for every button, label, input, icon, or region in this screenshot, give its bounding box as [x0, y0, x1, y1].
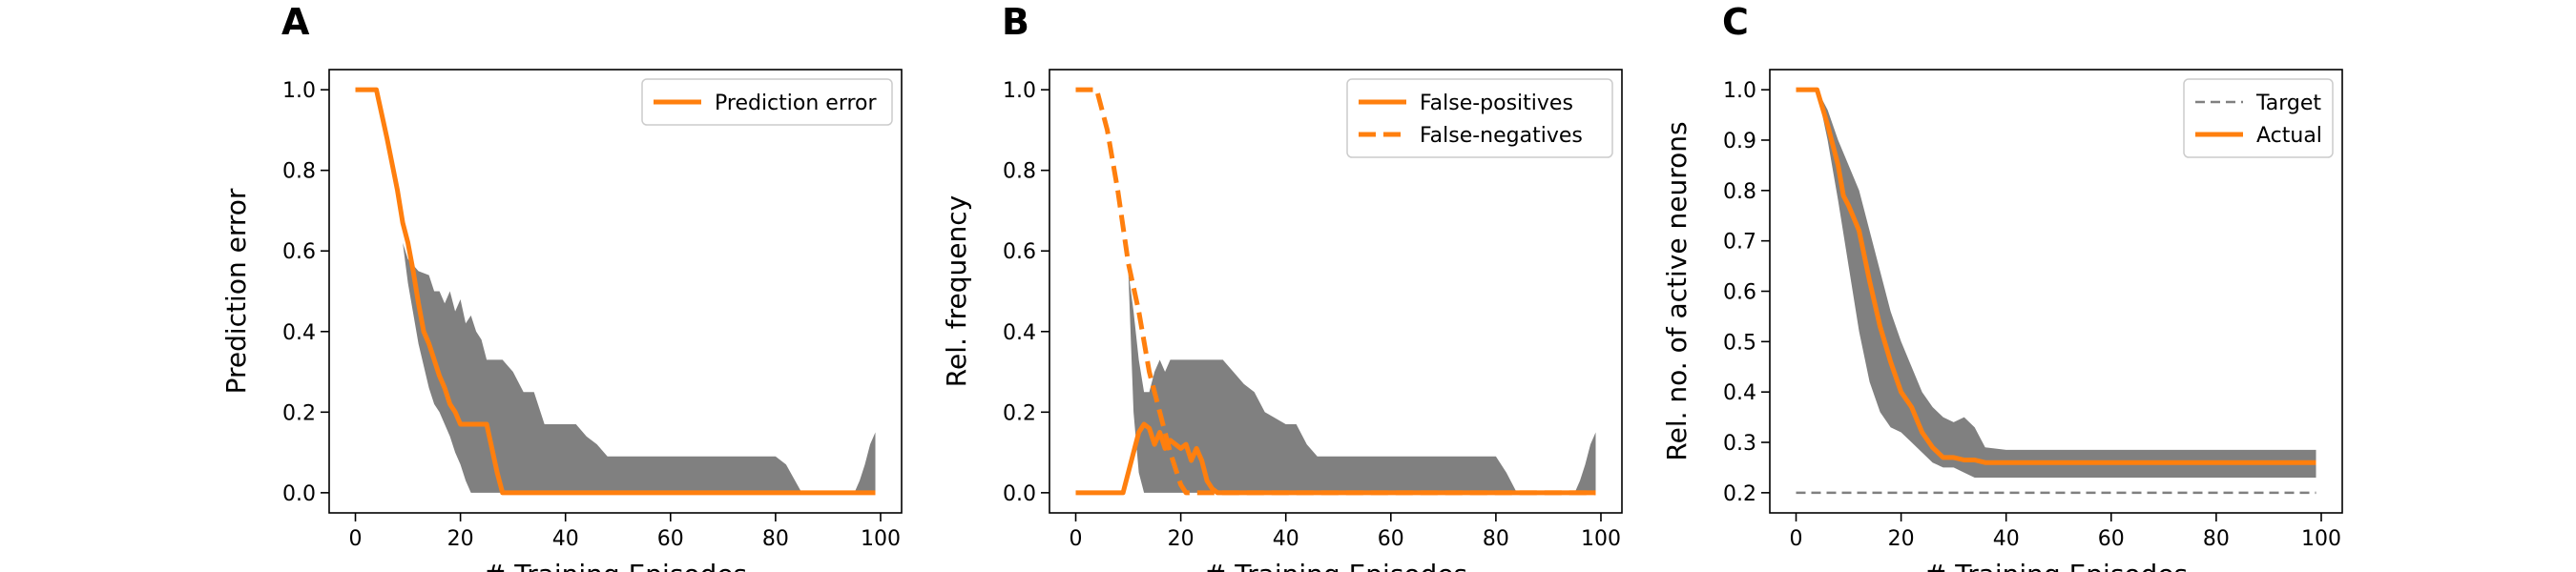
y-tick-label: 1.0	[282, 79, 316, 103]
y-tick-label: 0.4	[1003, 321, 1036, 345]
y-tick-label: 0.6	[1723, 281, 1756, 305]
x-tick-label: 40	[1993, 527, 2020, 551]
x-axis-label: # Training Episodes	[1204, 559, 1467, 572]
series-line-prediction-error	[355, 87, 876, 496]
legend-label: Target	[2255, 92, 2321, 115]
y-tick-label: 0.4	[282, 321, 316, 345]
plot-area	[1796, 87, 2316, 495]
plot-area	[355, 87, 876, 496]
panel-letter: A	[281, 1, 310, 43]
y-tick-label: 0.3	[1723, 432, 1756, 456]
y-tick-label: 0.8	[1003, 160, 1036, 184]
y-tick-label: 1.0	[1003, 79, 1036, 103]
legend-label: False-positives	[1420, 92, 1573, 115]
x-axis-label: # Training Episodes	[1924, 559, 2188, 572]
y-tick-label: 0.4	[1723, 381, 1756, 405]
y-tick-label: 0.8	[1723, 180, 1756, 204]
legend-label: Actual	[2256, 124, 2322, 148]
y-tick-label: 0.6	[1003, 240, 1036, 264]
legend: Prediction error	[641, 78, 893, 126]
x-tick-label: 20	[1168, 527, 1195, 551]
x-tick-label: 20	[1888, 527, 1915, 551]
x-tick-label: 0	[1790, 527, 1803, 551]
y-tick-label: 0.0	[1003, 482, 1036, 506]
x-tick-label: 60	[2098, 527, 2125, 551]
x-tick-label: 60	[1378, 527, 1404, 551]
panel-c: 0 20 40 60 80 100 0.2 0.3 0.4 0.5 0.6 0.7 0.8 0.9 1.0 #…	[1661, 1, 2343, 572]
series-line-false-negatives	[1075, 87, 1596, 496]
legend: Target Actual	[2183, 78, 2334, 158]
y-tick-label: 0.2	[1723, 482, 1756, 506]
y-tick-label: 0.5	[1723, 331, 1756, 355]
plot-area	[1075, 87, 1596, 496]
y-tick-label: 0.8	[282, 160, 316, 184]
x-tick-label: 100	[861, 527, 901, 551]
series-line-actual	[1796, 87, 2316, 465]
y-tick-label: 0.0	[282, 482, 316, 506]
y-tick-label: 0.2	[282, 401, 316, 425]
y-tick-label: 0.6	[282, 240, 316, 264]
y-axis-label: Prediction error	[220, 188, 252, 394]
panel-letter: C	[1722, 1, 1749, 43]
legend-label: False-negatives	[1420, 124, 1583, 148]
x-tick-label: 80	[1483, 527, 1509, 551]
y-tick-label: 1.0	[1723, 79, 1756, 103]
x-tick-label: 0	[349, 527, 363, 551]
axes-frame	[328, 69, 903, 514]
axes-frame	[1049, 69, 1623, 514]
x-tick-label: 40	[552, 527, 579, 551]
y-axis-label: Rel. no. of active neurons	[1661, 121, 1693, 460]
x-axis-label: # Training Episodes	[484, 559, 747, 572]
variance-band	[1075, 271, 1596, 493]
panel-letter: B	[1002, 1, 1029, 43]
x-tick-label: 100	[2301, 527, 2341, 551]
x-tick-label: 60	[657, 527, 684, 551]
x-tick-label: 40	[1273, 527, 1299, 551]
y-tick-label: 0.7	[1723, 231, 1756, 255]
x-tick-label: 100	[1581, 527, 1621, 551]
x-tick-label: 80	[762, 527, 789, 551]
y-tick-label: 0.9	[1723, 130, 1756, 153]
legend-label: Prediction error	[715, 92, 877, 115]
legend-box	[2183, 78, 2334, 158]
legend: False-positives False-negatives	[1346, 78, 1613, 158]
x-tick-label: 20	[447, 527, 474, 551]
legend-box	[1346, 78, 1613, 158]
variance-band	[355, 90, 876, 493]
y-axis-label: Rel. frequency	[941, 195, 972, 387]
x-tick-label: 0	[1070, 527, 1083, 551]
panel-a: 0 20 40 60 80 100 0.0 0.2 0.4 0.6 0.8 1.0 # Training…	[220, 1, 903, 572]
panel-b: 0 20 40 60 80 100 0.0 0.2 0.4 0.6 0.8 1.0 # Training…	[941, 1, 1623, 572]
y-tick-label: 0.2	[1003, 401, 1036, 425]
x-tick-label: 80	[2203, 527, 2230, 551]
legend-box	[641, 78, 893, 126]
